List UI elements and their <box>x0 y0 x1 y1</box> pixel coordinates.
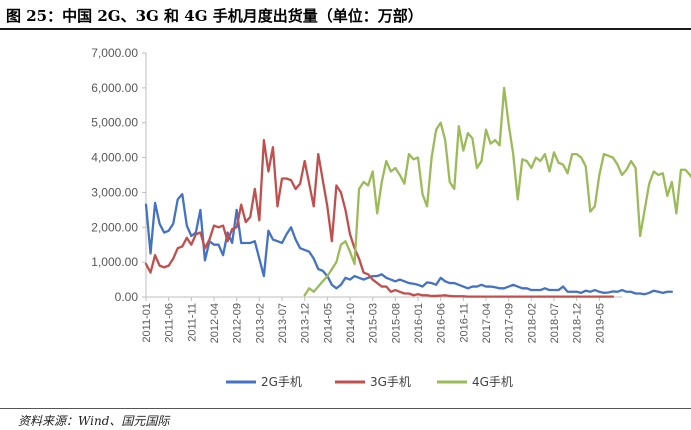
x-tick-label: 2017-09 <box>504 303 516 343</box>
x-tick-label: 2013-12 <box>300 303 312 343</box>
x-tick-label: 2014-05 <box>322 303 334 343</box>
x-tick-label: 2013-02 <box>254 303 266 343</box>
x-tick-label: 2015-08 <box>390 303 402 343</box>
chart-title: 图 25：中国 2G、3G 和 4G 手机月度出货量（单位：万部） <box>6 7 423 25</box>
title-bar: 图 25：中国 2G、3G 和 4G 手机月度出货量（单位：万部） <box>0 0 691 30</box>
y-tick-label: 7,000.00 <box>91 46 138 60</box>
legend-label-2G: 2G手机 <box>261 375 302 389</box>
x-tick-label: 2011-01 <box>141 303 153 343</box>
y-tick-label: 6,000.00 <box>91 81 138 95</box>
x-tick-label: 2018-07 <box>549 303 561 343</box>
y-tick-label: 1,000.00 <box>91 255 138 269</box>
x-tick-label: 2011-11 <box>186 303 198 342</box>
y-tick-label: 3,000.00 <box>91 185 138 199</box>
x-tick-label: 2016-06 <box>436 303 448 343</box>
x-tick-label: 2019-05 <box>594 303 606 343</box>
legend-label-3G: 3G手机 <box>370 375 411 389</box>
source-note: 资料来源：Wind、国元国际 <box>18 414 170 428</box>
x-tick-label: 2012-04 <box>209 303 221 343</box>
x-tick-label: 2015-03 <box>368 303 380 343</box>
x-tick-label: 2014-10 <box>345 303 357 343</box>
x-tick-label: 2018-12 <box>572 303 584 343</box>
x-tick-label: 2013-07 <box>277 303 289 343</box>
series-line-2G <box>144 193 674 296</box>
legend-label-4G: 4G手机 <box>472 375 513 389</box>
x-tick-label: 2012-09 <box>232 303 244 343</box>
series-line-3G <box>144 138 615 298</box>
x-tick-label: 2017-04 <box>481 303 493 343</box>
chart-canvas: 0.00 1,000.00 2,000.00 3,000.00 4,000.00 5,00… <box>91 46 691 389</box>
y-tick-label: 0.00 <box>115 290 139 304</box>
y-tick-label: 2,000.00 <box>91 220 138 234</box>
x-tick-label: 2016-11 <box>458 303 470 343</box>
x-tick-label: 2018-02 <box>526 303 538 343</box>
x-tick-label: 2016-01 <box>413 303 425 343</box>
x-tick-label: 2011-06 <box>164 303 176 343</box>
footer-divider <box>0 408 691 409</box>
series-line-4G <box>303 86 691 297</box>
y-tick-label: 4,000.00 <box>91 151 138 165</box>
y-tick-label: 5,000.00 <box>91 116 138 130</box>
